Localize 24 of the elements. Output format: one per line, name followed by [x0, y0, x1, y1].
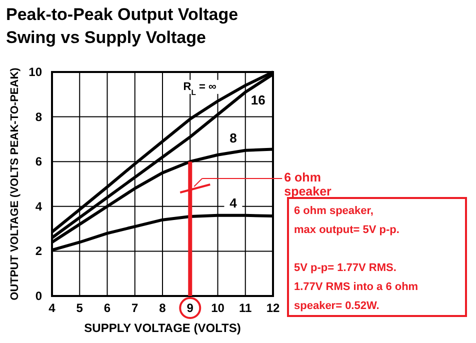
text: 6 ohm speaker, max output= 5V p-p. 5V p-p= 1.77V RMS. 1.77V RMS into a 6 ohm speaker= 0.52W. — [294, 205, 418, 312]
chart-title: Peak-to-Peak Output Voltage Swing vs Supply Voltage — [6, 5, 238, 47]
x-tick-label: 8 — [159, 301, 166, 315]
series-label: 16 — [250, 92, 266, 108]
text: 6 ohm speaker — [284, 170, 332, 198]
x-tick-label: 9 — [186, 301, 194, 315]
y-tick-label: 10 — [28, 65, 42, 79]
y-tick-label: 0 — [35, 289, 42, 303]
x-tick-label: 6 — [104, 301, 111, 315]
x-tick-label: 12 — [266, 301, 280, 315]
y-tick-label: 6 — [35, 154, 42, 169]
x-tick-label: 4 — [48, 301, 56, 315]
series-label: 4 — [230, 196, 238, 211]
x-tick-label: 5 — [76, 301, 84, 315]
series-label: R$_{L}$ = ∞ — [183, 80, 216, 96]
y-tick-label: 4 — [35, 199, 42, 214]
x-tick-label: 10 — [211, 301, 225, 315]
y-tick-label: 8 — [35, 110, 42, 124]
x-axis-title: SUPPLY VOLTAGE (VOLTS) — [84, 321, 241, 335]
series-label: 8 — [230, 130, 237, 146]
x-tick-label: 11 — [239, 301, 252, 315]
y-tick-label: 2 — [35, 244, 42, 258]
x-tick-label: 7 — [132, 301, 139, 315]
y-axis-title: OUTPUT VOLTAGE (VOLTS PEAK-TO-PEAK) — [9, 67, 21, 300]
